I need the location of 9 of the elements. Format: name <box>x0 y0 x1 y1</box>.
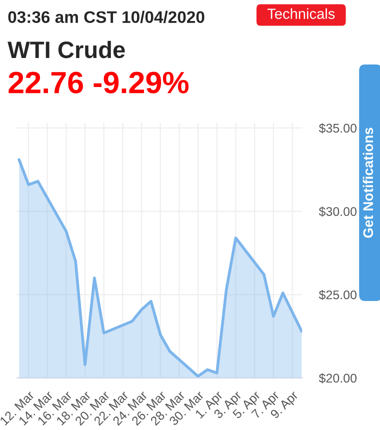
chart-subtitle: 03:36 am CST 10/04/2020 <box>8 10 204 24</box>
y-tick-label: $35.00 <box>318 123 357 134</box>
y-tick-label: $25.00 <box>318 290 357 300</box>
text: Get Notifications <box>362 128 374 238</box>
text: 22.76 -9.29% <box>8 72 189 94</box>
text: Technicals <box>267 8 335 19</box>
y-tick-label: $20.00 <box>318 373 357 384</box>
chart-title: WTI Crude <box>8 40 125 58</box>
y-tick-label: $30.00 <box>318 206 357 217</box>
